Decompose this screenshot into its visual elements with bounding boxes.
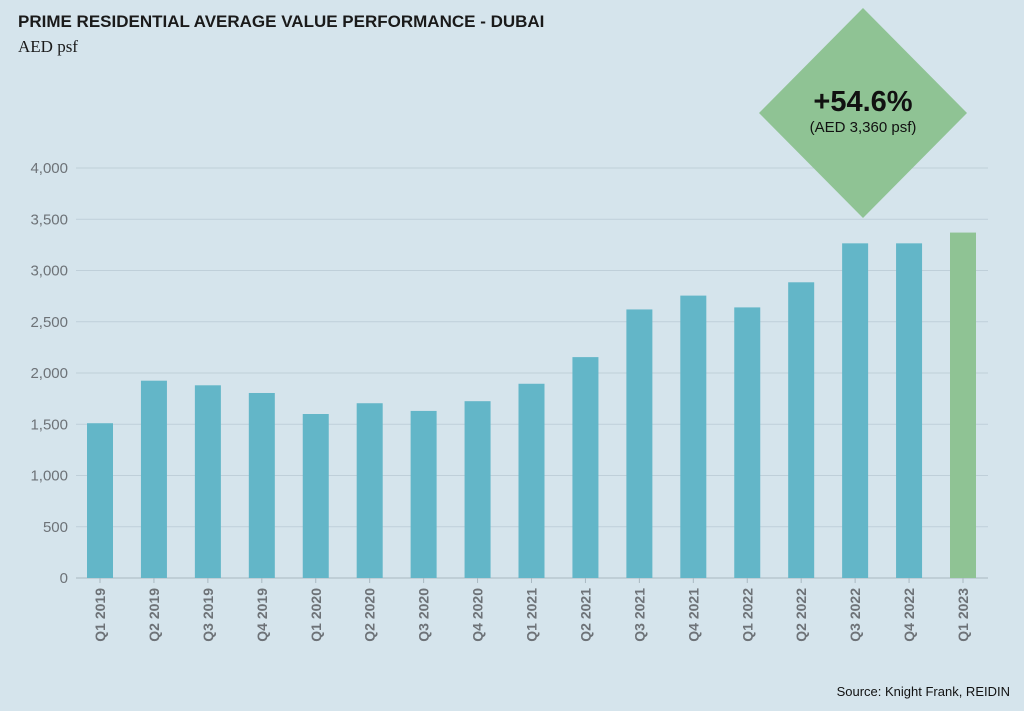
y-axis-ticks: 0 500 1,000 1,500 2,000 2,500 3,000 3,500 4,000 xyxy=(30,160,68,587)
x-tick-label: Q1 2019 xyxy=(92,588,108,642)
bar-q3-2021 xyxy=(626,309,653,578)
y-tick-label: 2,000 xyxy=(30,365,68,382)
bar-q4-2019 xyxy=(248,392,275,578)
bar-q2-2021 xyxy=(572,357,599,578)
x-tick-label: Q1 2022 xyxy=(739,588,755,642)
bars xyxy=(87,232,976,578)
x-tick-label: Q1 2023 xyxy=(955,588,971,642)
bar-q2-2020 xyxy=(356,403,383,578)
x-tick-label: Q3 2022 xyxy=(847,588,863,642)
x-tick-label: Q4 2021 xyxy=(685,588,701,642)
bar-q3-2019 xyxy=(194,385,221,578)
x-tick-label: Q4 2020 xyxy=(470,588,486,642)
y-tick-label: 1,000 xyxy=(30,468,68,485)
y-tick-label: 3,000 xyxy=(30,263,68,280)
bar-q4-2021 xyxy=(680,295,707,578)
growth-percent: +54.6% xyxy=(813,86,913,118)
bar-q1-2023 xyxy=(950,232,976,578)
bar-q1-2021 xyxy=(518,383,545,578)
x-tick-label: Q2 2020 xyxy=(362,588,378,642)
gridlines xyxy=(76,167,988,579)
x-tick-label: Q1 2021 xyxy=(524,588,540,642)
y-tick-label: 500 xyxy=(43,519,68,536)
x-tick-label: Q3 2021 xyxy=(631,588,647,642)
growth-badge: +54.6% (AED 3,360 psf) xyxy=(759,8,967,218)
chart-subtitle: AED psf xyxy=(18,37,78,56)
x-tick-label: Q2 2019 xyxy=(146,588,162,642)
bar-q3-2020 xyxy=(410,410,437,578)
x-tick-label: Q3 2020 xyxy=(416,588,432,642)
x-tick-label: Q2 2022 xyxy=(793,588,809,642)
bar-q3-2022 xyxy=(842,243,869,578)
growth-value: (AED 3,360 psf) xyxy=(809,119,917,136)
bar-q4-2020 xyxy=(464,401,491,578)
badge-diamond xyxy=(759,8,967,218)
bar-q4-2022 xyxy=(896,243,923,578)
y-tick-label: 4,000 xyxy=(30,160,68,177)
bar-q1-2020 xyxy=(302,414,329,578)
chart-title: PRIME RESIDENTIAL AVERAGE VALUE PERFORMA… xyxy=(18,12,545,31)
y-tick-label: 3,500 xyxy=(30,211,68,228)
y-tick-label: 0 xyxy=(60,570,68,587)
bar-q2-2019 xyxy=(140,380,167,578)
bar-q1-2019 xyxy=(87,423,113,578)
x-tick-label: Q3 2019 xyxy=(200,588,216,642)
x-axis-ticks: Q1 2019 Q2 2019 Q3 2019 Q4 2019 Q1 2020 Q2 20… xyxy=(92,578,971,642)
x-tick-label: Q1 2020 xyxy=(308,588,324,642)
bar-q1-2022 xyxy=(734,307,761,578)
x-tick-label: Q2 2021 xyxy=(577,588,593,642)
y-tick-label: 2,500 xyxy=(30,314,68,331)
x-tick-label: Q4 2022 xyxy=(901,588,917,642)
bar-q2-2022 xyxy=(788,282,815,578)
x-tick-label: Q4 2019 xyxy=(254,588,270,642)
source-note: Source: Knight Frank, REIDIN xyxy=(836,684,1010,699)
y-tick-label: 1,500 xyxy=(30,416,68,433)
